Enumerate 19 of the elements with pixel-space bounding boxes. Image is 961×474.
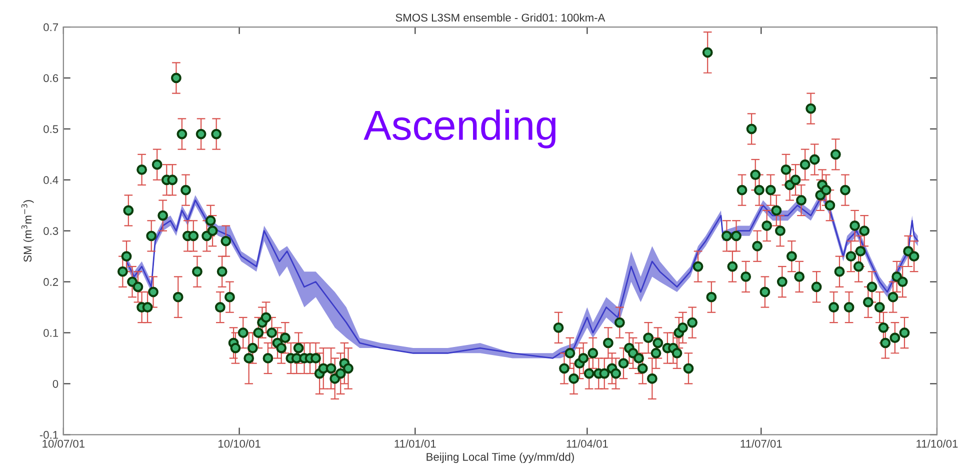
x-tick-label: 10/10/01	[218, 440, 260, 448]
x-tick-label: 11/07/01	[740, 440, 782, 448]
annotation: Ascending	[364, 110, 556, 148]
y-tick-label: 0.7	[44, 23, 58, 32]
x-tick-label: 10/07/01	[42, 440, 85, 448]
y-tick-label: 0.3	[44, 227, 58, 235]
x-tick-label: 11/01/01	[394, 440, 436, 448]
y-axis-title: SM (m$^{3}$m$^{−3}$)	[21, 200, 34, 262]
y-tick-label: 0.4	[44, 176, 58, 184]
y-tick-label: 0.2	[44, 278, 58, 286]
x-tick-label: 11/10/01	[916, 440, 958, 448]
y-tick-label: 0	[52, 380, 58, 388]
x-tick-label: 11/04/01	[566, 440, 608, 448]
y-tick-label: 0.1	[44, 329, 58, 337]
x-axis-title: Beijing Local Time (yy/mm/dd)	[426, 452, 574, 464]
y-tick-label: -0.1	[40, 430, 58, 439]
chart-title: SMOS L3SM ensemble - Grid01: 100km-A	[396, 13, 606, 22]
y-tick-label: 0.5	[44, 125, 58, 134]
y-tick-label: 0.6	[44, 74, 58, 82]
